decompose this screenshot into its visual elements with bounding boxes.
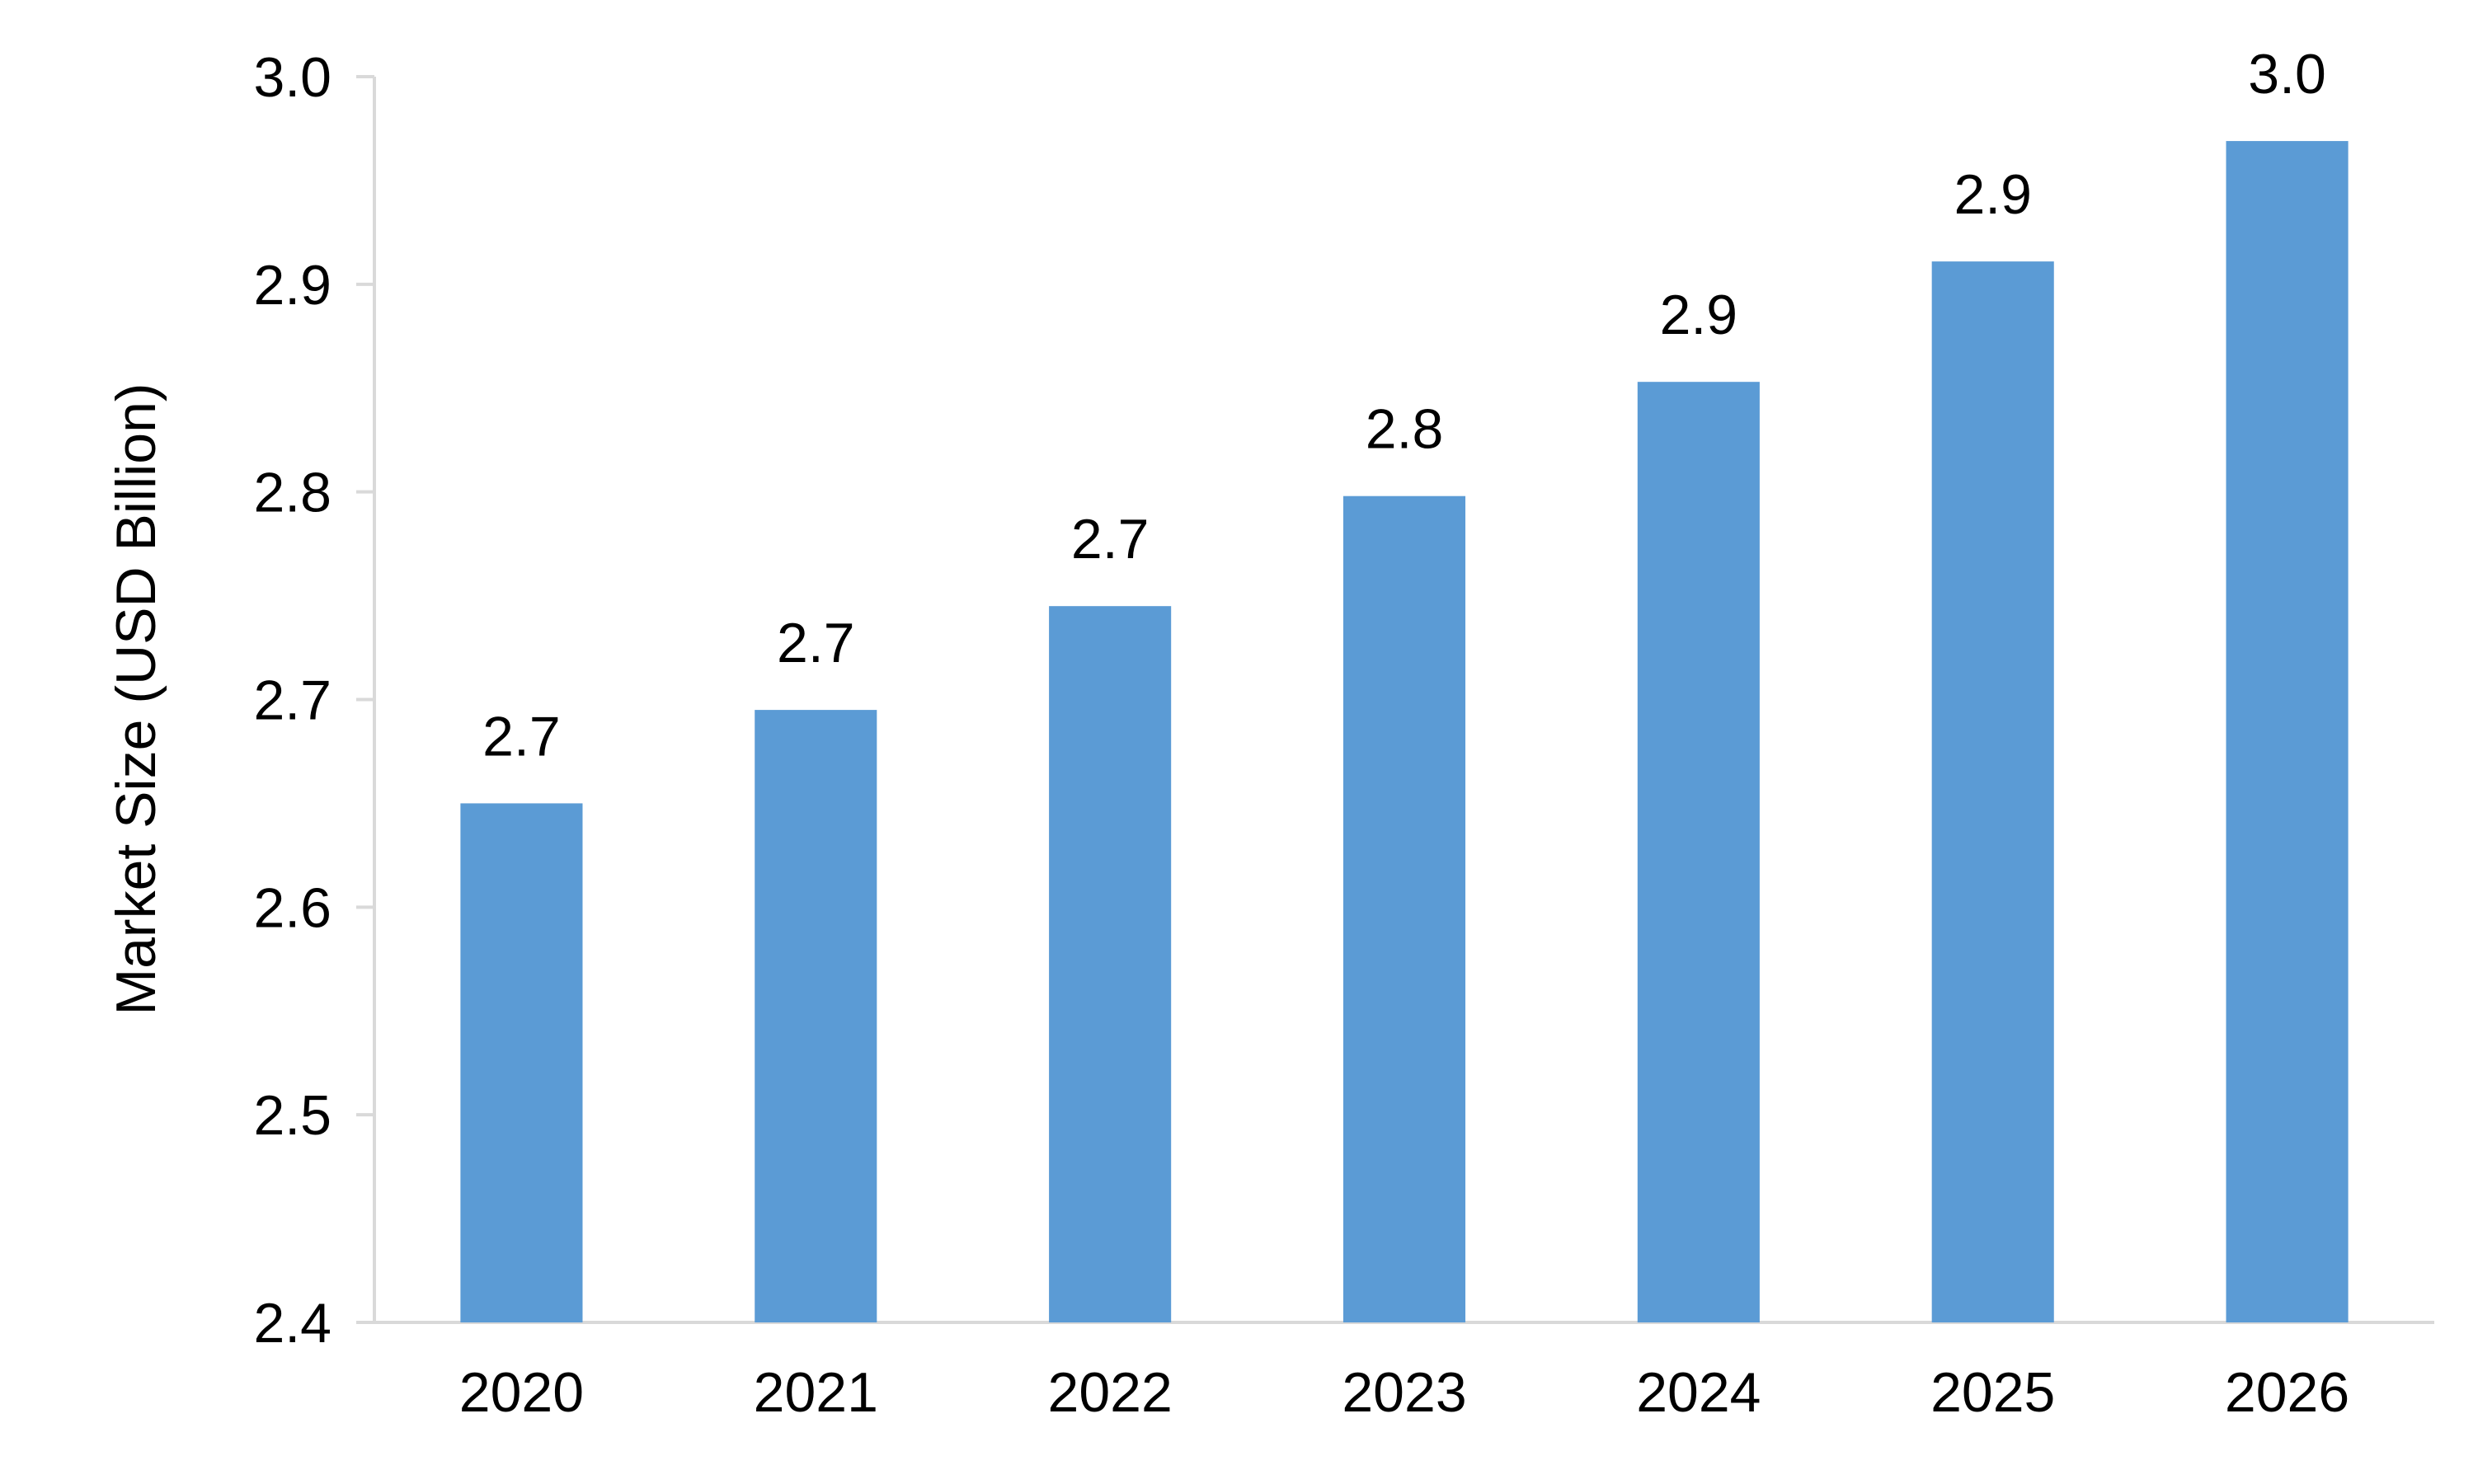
x-tick-label: 2020 — [459, 1361, 584, 1424]
data-label: 2.7 — [482, 705, 561, 768]
y-tick-label: 2.9 — [253, 254, 331, 317]
bars — [460, 141, 2349, 1323]
bar — [2226, 141, 2349, 1322]
data-label: 2.8 — [1366, 398, 1444, 461]
data-labels: 2.7 2.7 2.7 2.8 2.9 2.9 3.0 — [482, 43, 2326, 768]
data-label: 2.7 — [777, 612, 855, 674]
data-label: 3.0 — [2248, 43, 2326, 106]
data-label: 2.7 — [1071, 508, 1150, 571]
y-axis: 2.4 2.5 2.6 2.7 2.8 2.9 3.0 — [253, 46, 376, 1355]
bar — [1049, 606, 1172, 1322]
bar — [1342, 495, 1466, 1322]
y-tick-label: 2.5 — [253, 1084, 331, 1147]
bar — [755, 710, 877, 1322]
y-tick-label: 3.0 — [253, 46, 331, 109]
y-tick-label: 2.6 — [253, 876, 331, 939]
x-tick-label: 2026 — [2225, 1361, 2349, 1424]
y-tick-label: 2.4 — [253, 1292, 331, 1355]
x-tick-label: 2021 — [754, 1361, 878, 1424]
bar — [1931, 261, 2054, 1323]
x-axis: 2020 2021 2022 2023 2024 2025 2026 — [374, 1321, 2434, 1424]
data-label: 2.9 — [1660, 284, 1738, 346]
y-axis-title: Market Size (USD Billion) — [105, 383, 167, 1015]
bar — [460, 803, 583, 1322]
x-tick-label: 2023 — [1342, 1361, 1466, 1424]
y-tick-label: 2.7 — [253, 669, 331, 732]
data-label: 2.9 — [1954, 163, 2032, 226]
y-tick-label: 2.8 — [253, 462, 331, 524]
x-tick-label: 2022 — [1048, 1361, 1173, 1424]
x-tick-label: 2024 — [1636, 1361, 1761, 1424]
bar — [1637, 382, 1760, 1322]
x-tick-label: 2025 — [1930, 1361, 2055, 1424]
